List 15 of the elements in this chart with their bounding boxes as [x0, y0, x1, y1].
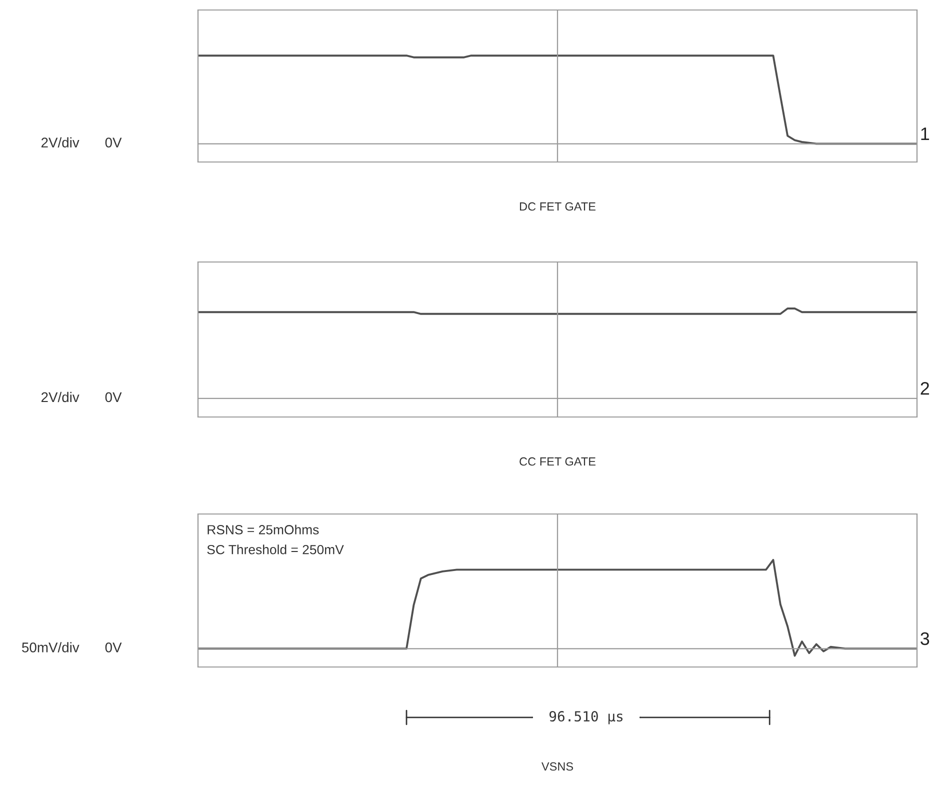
x-axis-title: DC FET GATE: [520, 202, 596, 211]
x-axis-title: CC FET GATE: [520, 457, 596, 466]
text: 3: [920, 632, 930, 646]
text: 1: [921, 128, 930, 140]
y-axis-title: 2V/div: [41, 392, 80, 402]
y-axis-title: 50mV/div: [22, 642, 80, 652]
text: 0V: [105, 642, 122, 652]
text: 2: [920, 382, 930, 395]
text: RSNS = 25mOhms: [208, 524, 319, 534]
text: 0V: [105, 138, 122, 148]
text: 96.510 μs: [549, 711, 623, 724]
text: SC Threshold = 250mV: [207, 544, 344, 554]
text: 0V: [105, 392, 122, 402]
y-axis-title: 2V/div: [41, 137, 80, 148]
x-axis-title: VSNS: [541, 762, 574, 771]
